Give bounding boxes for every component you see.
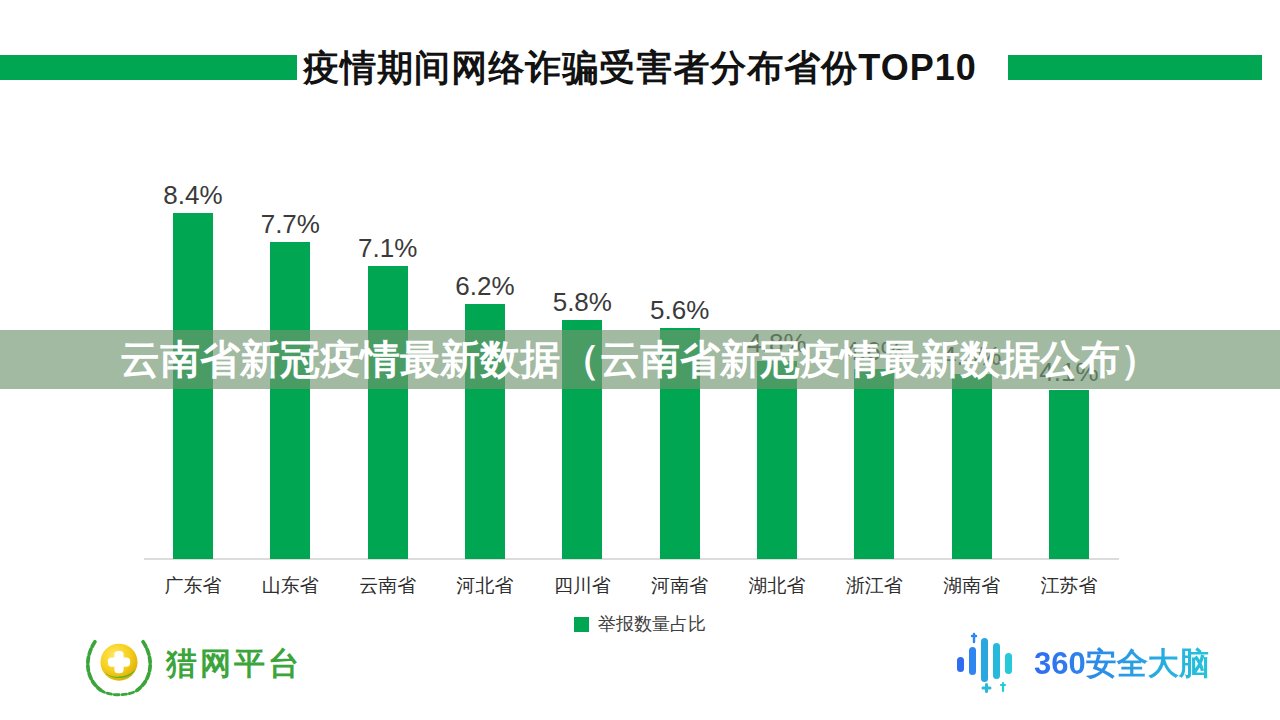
legend-label: 举报数量占比	[598, 612, 706, 636]
bar-云南省	[368, 266, 408, 559]
liewang-wreath-icon	[82, 627, 156, 701]
bar-江苏省	[1049, 390, 1089, 559]
bar-value-label: 7.1%	[328, 233, 448, 264]
overlay-banner-text: 云南省新冠疫情最新数据（云南省新冠疫情最新数据公布）	[120, 332, 1160, 387]
bar-浙江省	[854, 369, 894, 559]
brain-logo: 360安全大脑	[956, 630, 1210, 698]
liewang-logo: 猎网平台	[82, 627, 302, 701]
bar-湖南省	[952, 374, 992, 559]
bar-value-label: 8.4%	[133, 180, 253, 211]
bar-value-label: 5.6%	[620, 295, 740, 326]
bar-湖北省	[757, 361, 797, 559]
brain-logo-text: 360安全大脑	[1034, 643, 1210, 685]
liewang-logo-text: 猎网平台	[166, 643, 302, 685]
overlay-banner: 云南省新冠疫情最新数据（云南省新冠疫情最新数据公布）	[0, 330, 1280, 389]
legend-swatch-icon	[574, 617, 589, 632]
brain-wave-icon	[956, 630, 1018, 698]
x-axis-label: 江苏省	[1009, 573, 1129, 599]
bar-山东省	[270, 242, 310, 559]
